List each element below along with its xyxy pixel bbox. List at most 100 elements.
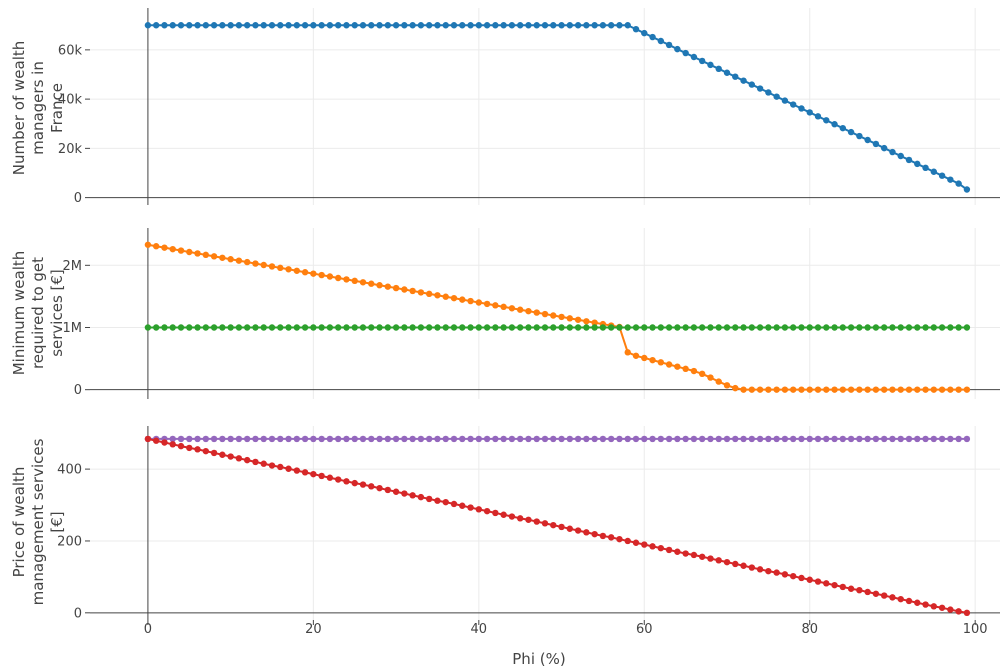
data-point[interactable] bbox=[624, 349, 631, 356]
data-point[interactable] bbox=[732, 560, 739, 568]
data-point[interactable] bbox=[351, 324, 358, 331]
data-point[interactable] bbox=[425, 22, 433, 29]
data-point[interactable] bbox=[798, 435, 805, 443]
data-point[interactable] bbox=[707, 374, 714, 381]
data-point[interactable] bbox=[417, 289, 425, 296]
data-point[interactable] bbox=[756, 386, 764, 393]
data-point[interactable] bbox=[607, 324, 615, 331]
data-point[interactable] bbox=[359, 279, 367, 286]
data-point[interactable] bbox=[922, 324, 929, 331]
data-point[interactable] bbox=[558, 313, 565, 321]
data-point[interactable] bbox=[723, 382, 731, 389]
data-point[interactable] bbox=[955, 435, 962, 443]
data-point[interactable] bbox=[533, 22, 540, 29]
data-point[interactable] bbox=[823, 580, 830, 587]
data-point[interactable] bbox=[210, 253, 218, 260]
data-point[interactable] bbox=[665, 361, 673, 368]
data-point[interactable] bbox=[583, 22, 590, 29]
data-point[interactable] bbox=[243, 435, 251, 443]
data-point[interactable] bbox=[194, 250, 201, 257]
data-point[interactable] bbox=[252, 435, 259, 443]
data-point[interactable] bbox=[566, 22, 574, 29]
data-point[interactable] bbox=[773, 569, 780, 576]
data-point[interactable] bbox=[351, 479, 358, 487]
data-point[interactable] bbox=[748, 386, 756, 393]
data-point[interactable] bbox=[657, 359, 665, 366]
data-point[interactable] bbox=[301, 435, 309, 443]
data-point[interactable] bbox=[392, 22, 400, 29]
data-point[interactable] bbox=[500, 22, 507, 29]
data-point[interactable] bbox=[326, 273, 334, 280]
data-point[interactable] bbox=[186, 435, 193, 443]
data-point[interactable] bbox=[798, 324, 805, 331]
data-point[interactable] bbox=[905, 386, 913, 393]
data-point[interactable] bbox=[789, 435, 797, 443]
data-point[interactable] bbox=[401, 490, 408, 497]
data-point[interactable] bbox=[376, 282, 383, 289]
data-point[interactable] bbox=[607, 435, 615, 443]
data-point[interactable] bbox=[599, 22, 607, 29]
data-point[interactable] bbox=[508, 435, 516, 443]
data-point[interactable] bbox=[963, 435, 971, 443]
data-point[interactable] bbox=[591, 22, 598, 29]
data-point[interactable] bbox=[310, 324, 317, 331]
data-point[interactable] bbox=[665, 546, 673, 554]
data-point[interactable] bbox=[210, 324, 218, 331]
data-point[interactable] bbox=[641, 354, 648, 362]
data-point[interactable] bbox=[533, 324, 540, 331]
data-point[interactable] bbox=[409, 22, 416, 29]
data-point[interactable] bbox=[376, 484, 383, 492]
data-point[interactable] bbox=[252, 260, 259, 267]
data-point[interactable] bbox=[674, 435, 681, 443]
data-point[interactable] bbox=[856, 132, 863, 140]
data-point[interactable] bbox=[698, 435, 706, 443]
data-point[interactable] bbox=[765, 386, 772, 393]
data-point[interactable] bbox=[351, 22, 358, 29]
data-point[interactable] bbox=[409, 287, 416, 295]
data-point[interactable] bbox=[334, 324, 342, 331]
data-point[interactable] bbox=[401, 286, 408, 293]
data-point[interactable] bbox=[459, 22, 466, 29]
data-point[interactable] bbox=[243, 258, 251, 266]
data-point[interactable] bbox=[252, 458, 259, 466]
data-point[interactable] bbox=[715, 378, 722, 385]
data-point[interactable] bbox=[947, 435, 954, 443]
data-point[interactable] bbox=[922, 386, 929, 393]
data-point[interactable] bbox=[574, 324, 582, 331]
data-point[interactable] bbox=[343, 478, 350, 485]
data-point[interactable] bbox=[550, 435, 557, 443]
data-point[interactable] bbox=[210, 435, 218, 443]
data-point[interactable] bbox=[318, 271, 325, 279]
data-point[interactable] bbox=[483, 507, 491, 515]
data-point[interactable] bbox=[368, 324, 375, 331]
data-point[interactable] bbox=[434, 497, 441, 504]
data-point[interactable] bbox=[169, 245, 176, 253]
data-point[interactable] bbox=[856, 324, 863, 331]
data-point[interactable] bbox=[260, 435, 267, 443]
data-point[interactable] bbox=[169, 435, 176, 443]
data-point[interactable] bbox=[492, 435, 499, 443]
data-point[interactable] bbox=[839, 324, 847, 331]
data-point[interactable] bbox=[525, 307, 532, 315]
data-point[interactable] bbox=[773, 324, 780, 331]
data-point[interactable] bbox=[417, 324, 425, 331]
data-point[interactable] bbox=[186, 248, 193, 256]
data-point[interactable] bbox=[277, 463, 284, 471]
data-point[interactable] bbox=[963, 609, 971, 617]
data-point[interactable] bbox=[533, 309, 540, 316]
data-point[interactable] bbox=[161, 439, 168, 446]
data-point[interactable] bbox=[343, 276, 350, 283]
data-point[interactable] bbox=[690, 367, 698, 375]
data-point[interactable] bbox=[922, 164, 929, 172]
data-point[interactable] bbox=[922, 435, 929, 443]
data-point[interactable] bbox=[748, 435, 756, 443]
data-point[interactable] bbox=[492, 324, 499, 331]
data-point[interactable] bbox=[864, 324, 871, 331]
data-point[interactable] bbox=[698, 57, 706, 65]
data-point[interactable] bbox=[516, 324, 524, 331]
data-point[interactable] bbox=[798, 574, 805, 582]
data-point[interactable] bbox=[434, 292, 441, 299]
data-point[interactable] bbox=[897, 435, 904, 443]
data-point[interactable] bbox=[194, 446, 201, 453]
data-point[interactable] bbox=[732, 435, 739, 443]
